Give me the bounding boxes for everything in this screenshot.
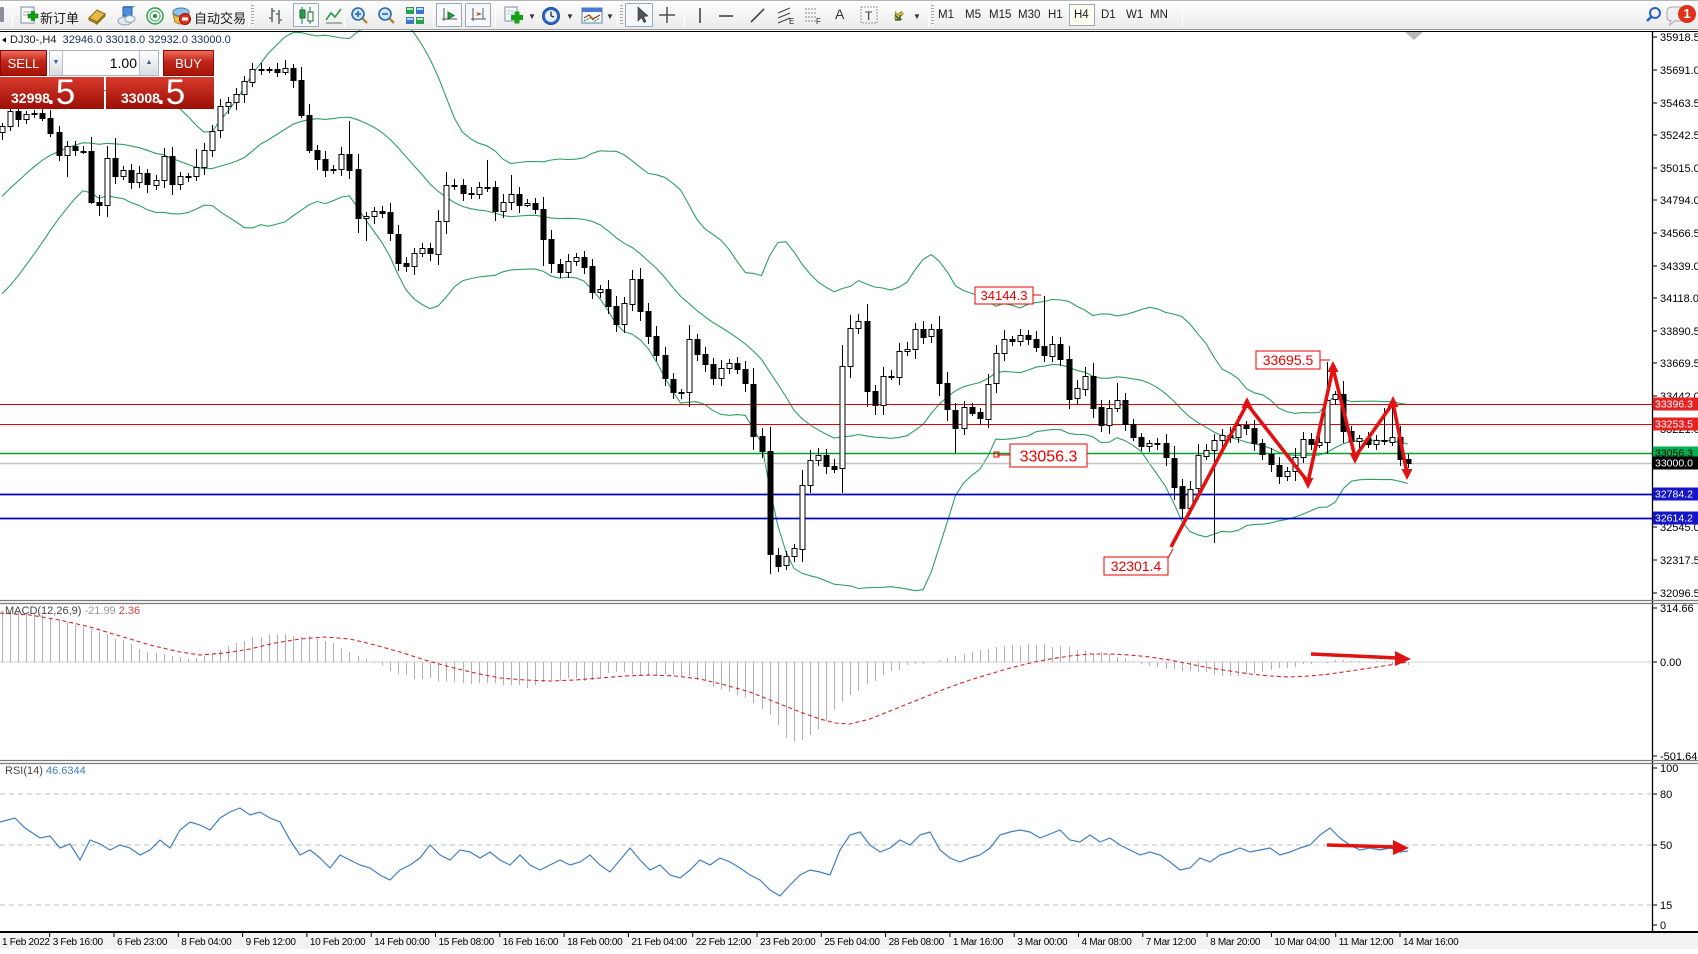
svg-text:1 Feb 2022: 1 Feb 2022 bbox=[2, 937, 50, 948]
svg-text:4 Mar 08:00: 4 Mar 08:00 bbox=[1082, 937, 1133, 948]
svg-text:35015.0: 35015.0 bbox=[1660, 163, 1698, 175]
svg-text:T: T bbox=[865, 9, 873, 23]
svg-text:35918.5: 35918.5 bbox=[1660, 32, 1698, 44]
svg-text:100: 100 bbox=[1660, 763, 1678, 775]
svg-text:314.66: 314.66 bbox=[1660, 603, 1694, 615]
svg-text:22 Feb 12:00: 22 Feb 12:00 bbox=[696, 937, 752, 948]
svg-text:28 Feb 08:00: 28 Feb 08:00 bbox=[889, 937, 945, 948]
svg-text:15 Feb 08:00: 15 Feb 08:00 bbox=[439, 937, 495, 948]
svg-text:23 Feb 20:00: 23 Feb 20:00 bbox=[760, 937, 816, 948]
svg-text:F: F bbox=[816, 17, 821, 26]
svg-text:33890.5: 33890.5 bbox=[1660, 326, 1698, 338]
svg-text:8 Feb 04:00: 8 Feb 04:00 bbox=[181, 937, 232, 948]
svg-text:35463.5: 35463.5 bbox=[1660, 98, 1698, 110]
svg-text:7 Mar 12:00: 7 Mar 12:00 bbox=[1146, 937, 1197, 948]
svg-text:33695.5: 33695.5 bbox=[1263, 352, 1314, 368]
svg-text:33056.3: 33056.3 bbox=[1020, 448, 1078, 465]
svg-text:25 Feb 04:00: 25 Feb 04:00 bbox=[824, 937, 880, 948]
svg-text:80: 80 bbox=[1660, 789, 1672, 801]
svg-text:32545.0: 32545.0 bbox=[1660, 522, 1698, 534]
svg-text:21 Feb 04:00: 21 Feb 04:00 bbox=[631, 937, 687, 948]
svg-text:33669.5: 33669.5 bbox=[1660, 358, 1698, 370]
svg-text:18 Feb 00:00: 18 Feb 00:00 bbox=[567, 937, 623, 948]
svg-text:0: 0 bbox=[1660, 920, 1666, 932]
svg-text:34339.0: 34339.0 bbox=[1660, 261, 1698, 273]
svg-text:E: E bbox=[789, 17, 794, 26]
svg-text:14 Feb 00:00: 14 Feb 00:00 bbox=[374, 937, 430, 948]
svg-text:MACD(12,26,9) -21.99 2.36: MACD(12,26,9) -21.99 2.36 bbox=[5, 605, 140, 617]
svg-text:8 Mar 20:00: 8 Mar 20:00 bbox=[1210, 937, 1261, 948]
svg-text:DJ30-,H4 32946.0 33018.0 3293: DJ30-,H4 32946.0 33018.0 32932.0 33000.0 bbox=[10, 34, 231, 46]
svg-text:3 Feb 16:00: 3 Feb 16:00 bbox=[53, 937, 104, 948]
svg-text:33253.5: 33253.5 bbox=[1655, 419, 1693, 431]
svg-text:34794.0: 34794.0 bbox=[1660, 195, 1698, 207]
svg-text:3 Mar 00:00: 3 Mar 00:00 bbox=[1017, 937, 1068, 948]
svg-text:34144.3: 34144.3 bbox=[981, 288, 1028, 303]
svg-text:34118.0: 34118.0 bbox=[1660, 293, 1698, 305]
svg-text:RSI(14) 46.6344: RSI(14) 46.6344 bbox=[5, 765, 86, 777]
svg-text:-501.64: -501.64 bbox=[1660, 751, 1697, 763]
svg-text:10 Feb 20:00: 10 Feb 20:00 bbox=[310, 937, 366, 948]
svg-text:10 Mar 04:00: 10 Mar 04:00 bbox=[1274, 937, 1330, 948]
svg-text:32614.2: 32614.2 bbox=[1655, 513, 1693, 525]
svg-text:32096.5: 32096.5 bbox=[1660, 588, 1698, 600]
svg-text:34566.5: 34566.5 bbox=[1660, 228, 1698, 240]
svg-text:35242.5: 35242.5 bbox=[1660, 130, 1698, 142]
svg-text:16 Feb 16:00: 16 Feb 16:00 bbox=[503, 937, 559, 948]
svg-text:15: 15 bbox=[1660, 900, 1672, 912]
svg-text:32301.4: 32301.4 bbox=[1111, 558, 1162, 574]
svg-text:32784.2: 32784.2 bbox=[1655, 489, 1693, 501]
svg-text:33396.3: 33396.3 bbox=[1655, 399, 1693, 411]
svg-text:0.00: 0.00 bbox=[1660, 657, 1681, 669]
svg-text:35691.0: 35691.0 bbox=[1660, 65, 1698, 77]
svg-text:6 Feb 23:00: 6 Feb 23:00 bbox=[117, 937, 168, 948]
svg-text:11 Mar 12:00: 11 Mar 12:00 bbox=[1339, 937, 1394, 948]
svg-text:1 Mar 16:00: 1 Mar 16:00 bbox=[953, 937, 1004, 948]
svg-text:14 Mar 16:00: 14 Mar 16:00 bbox=[1403, 937, 1459, 948]
svg-text:9 Feb 12:00: 9 Feb 12:00 bbox=[246, 937, 297, 948]
svg-text:33000.0: 33000.0 bbox=[1655, 458, 1693, 470]
svg-text:32317.5: 32317.5 bbox=[1660, 555, 1698, 567]
svg-text:50: 50 bbox=[1660, 840, 1672, 852]
